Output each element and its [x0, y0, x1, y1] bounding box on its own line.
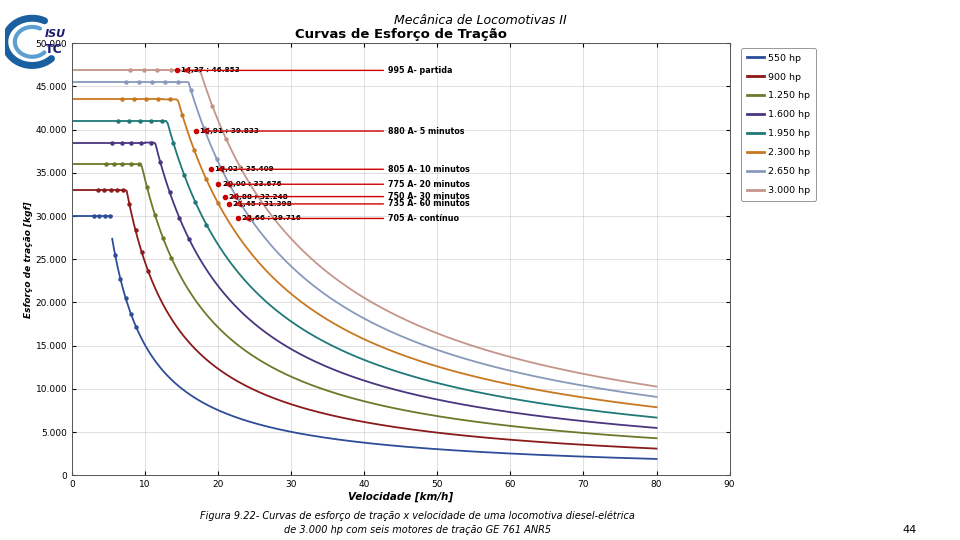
Text: 14,37 ; 46.853: 14,37 ; 46.853: [181, 68, 240, 73]
Text: 22,66 ; 29.716: 22,66 ; 29.716: [242, 215, 300, 221]
Text: 44: 44: [902, 524, 917, 535]
Title: Curvas de Esforço de Tração: Curvas de Esforço de Tração: [295, 28, 507, 40]
Y-axis label: Esforço de tração [kgf]: Esforço de tração [kgf]: [24, 201, 33, 318]
Text: 775 A- 20 minutos: 775 A- 20 minutos: [389, 180, 470, 189]
Text: 735 A- 60 minutos: 735 A- 60 minutos: [389, 199, 470, 208]
Text: 21,45 ; 31.398: 21,45 ; 31.398: [233, 201, 292, 207]
Text: Figura 9.22- Curvas de esforço de tração x velocidade de uma locomotiva diesel-e: Figura 9.22- Curvas de esforço de tração…: [201, 510, 635, 521]
Text: 880 A- 5 minutos: 880 A- 5 minutos: [389, 126, 465, 136]
Legend: 550 hp, 900 hp, 1.250 hp, 1.600 hp, 1.950 hp, 2.300 hp, 2.650 hp, 3.000 hp: 550 hp, 900 hp, 1.250 hp, 1.600 hp, 1.95…: [741, 48, 816, 201]
X-axis label: Velocidade [km/h]: Velocidade [km/h]: [348, 492, 453, 502]
Text: 20,88 ; 32.248: 20,88 ; 32.248: [228, 193, 288, 200]
Text: 16,91 ; 39.833: 16,91 ; 39.833: [200, 128, 259, 134]
Text: 20,00 ; 33.676: 20,00 ; 33.676: [223, 181, 281, 187]
Text: 750 A- 30 minutos: 750 A- 30 minutos: [389, 192, 470, 201]
Text: de 3.000 hp com seis motores de tração GE 761 ANR5: de 3.000 hp com seis motores de tração G…: [284, 525, 551, 535]
Text: ISU: ISU: [44, 29, 65, 39]
Text: Mecânica de Locomotivas II: Mecânica de Locomotivas II: [394, 14, 566, 26]
Text: 705 A- contínuo: 705 A- contínuo: [389, 214, 460, 223]
Text: 995 A- partida: 995 A- partida: [389, 66, 453, 75]
Text: 19,02 ; 35.409: 19,02 ; 35.409: [215, 166, 275, 172]
Text: TC: TC: [44, 43, 62, 56]
Text: 805 A- 10 minutos: 805 A- 10 minutos: [389, 165, 470, 174]
